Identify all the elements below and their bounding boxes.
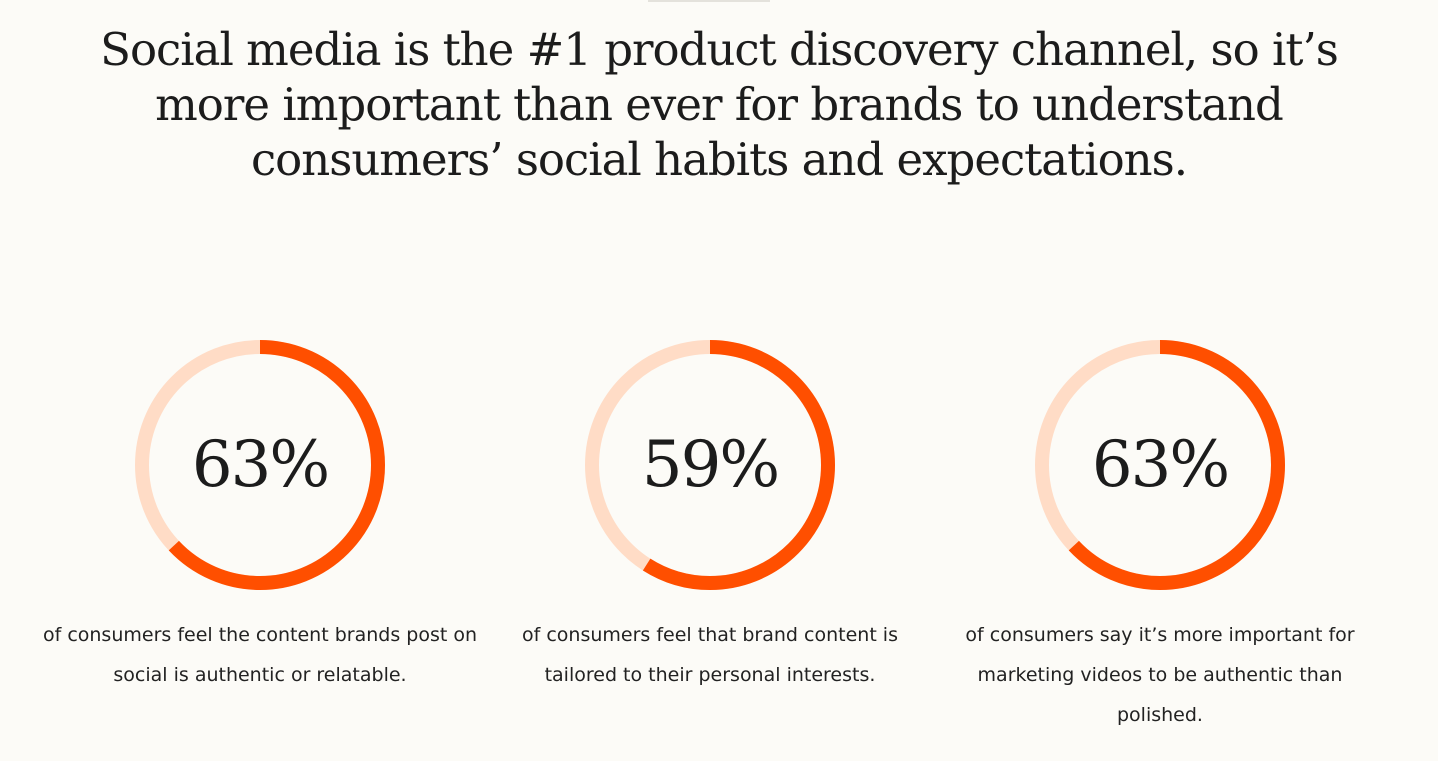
progress-ring: 63% — [135, 340, 385, 590]
progress-ring: 59% — [585, 340, 835, 590]
progress-ring: 63% — [1035, 340, 1285, 590]
stat-caption: of consumers feel that brand content is … — [522, 624, 898, 686]
stat-caption: of consumers say it’s more important for… — [965, 624, 1355, 726]
stat-caption: of consumers feel the content brands pos… — [42, 624, 478, 686]
progress-ring-graphic — [1035, 340, 1285, 590]
top-divider — [648, 0, 770, 2]
ring-fill — [1035, 340, 1285, 590]
stat-value: 63% — [1091, 428, 1230, 502]
ring-fill — [135, 340, 385, 590]
ring-fill — [585, 340, 835, 590]
stat-value: 63% — [191, 428, 330, 502]
progress-ring-graphic — [135, 340, 385, 590]
stat-value: 59% — [641, 428, 780, 502]
page-headline: Social media is the #1 product discovery… — [100, 23, 1339, 186]
progress-ring-graphic — [585, 340, 835, 590]
